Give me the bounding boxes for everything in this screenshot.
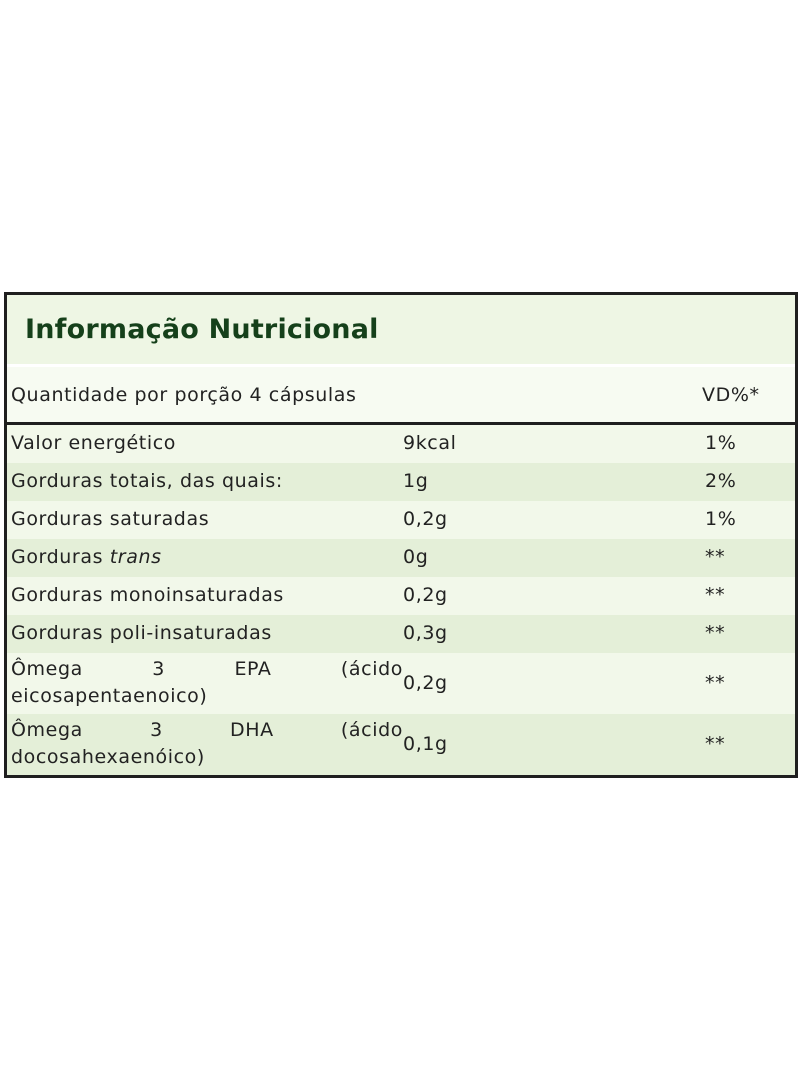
nutrient-name: Ômega 3 DHA (ácido docosahexaenóico) [11,717,403,771]
nutrition-table: Informação Nutricional Quantidade por po… [4,292,798,778]
nutrient-name-italic: trans [109,546,162,568]
nutrient-name-word: 3 [150,719,163,741]
table-row: Gorduras saturadas 0,2g 1% [7,501,795,539]
title-row: Informação Nutricional [7,295,795,367]
table-row: Ômega 3 DHA (ácido docosahexaenóico) 0,1… [7,714,795,775]
nutrient-vd: ** [705,584,726,606]
nutrient-vd: ** [705,672,726,694]
nutrient-name: Gorduras saturadas [11,508,210,530]
table-row: Gorduras totais, das quais: 1g 2% [7,463,795,501]
nutrient-vd: ** [705,733,726,755]
nutrient-vd: ** [705,546,726,568]
nutrient-name: Gorduras poli-insaturadas [11,622,272,644]
nutrient-name: Gorduras totais, das quais: [11,470,283,492]
nutrient-name-word: EPA [234,658,272,680]
table-row: Ômega 3 EPA (ácido eicosapentaenoico) 0,… [7,653,795,714]
nutrient-name-word: Ômega [11,658,83,680]
table-title: Informação Nutricional [25,314,379,345]
nutrient-amount: 0,1g [403,733,448,755]
nutrient-amount: 0,2g [403,508,448,530]
nutrient-name-word: DHA [229,719,274,741]
nutrient-name-prefix: Gorduras [11,546,104,568]
nutrient-name-line2: eicosapentaenoico) [11,685,208,707]
nutrient-rows: Valor energético 9kcal 1% Gorduras totai… [7,425,795,775]
nutrient-name-word: (ácido [340,658,403,680]
nutrient-vd: 1% [705,432,737,454]
nutrient-name-word: Ômega [11,719,83,741]
nutrient-name: Valor energético [11,432,176,454]
nutrient-vd: ** [705,622,726,644]
serving-header-row: Quantidade por porção 4 cápsulas VD%* [7,367,795,425]
nutrient-amount: 0,3g [403,622,448,644]
nutrient-vd: 1% [705,508,737,530]
nutrient-amount: 0,2g [403,672,448,694]
vd-header: VD%* [702,384,760,406]
nutrient-vd: 2% [705,470,737,492]
serving-label: Quantidade por porção 4 cápsulas [11,384,357,406]
nutrient-name: Gorduras trans [11,546,162,568]
nutrient-name-word: 3 [152,658,165,680]
nutrient-name-line2: docosahexaenóico) [11,746,205,768]
nutrient-amount: 9kcal [403,432,457,454]
table-row: Gorduras trans 0g ** [7,539,795,577]
table-row: Gorduras monoinsaturadas 0,2g ** [7,577,795,615]
nutrient-amount: 0g [403,546,429,568]
nutrient-name-word: (ácido [340,719,403,741]
nutrient-amount: 0,2g [403,584,448,606]
nutrient-amount: 1g [403,470,429,492]
table-row: Gorduras poli-insaturadas 0,3g ** [7,615,795,653]
table-row: Valor energético 9kcal 1% [7,425,795,463]
nutrient-name: Ômega 3 EPA (ácido eicosapentaenoico) [11,656,403,710]
nutrient-name: Gorduras monoinsaturadas [11,584,284,606]
